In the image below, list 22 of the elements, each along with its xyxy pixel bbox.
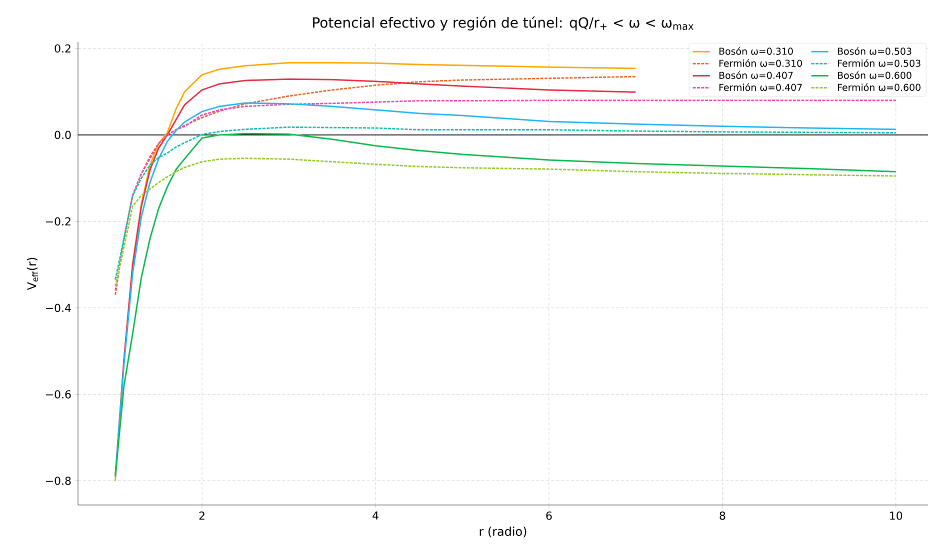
y-axis-title: V$_{eff}$(r) (26, 258, 38, 290)
legend-label: Bosón ω=0.503 (838, 47, 912, 55)
legend-label: Fermión ω=0.600 (838, 83, 920, 91)
legend-label: Bosón ω=0.407 (719, 71, 793, 79)
chart-title: Potencial efectivo y región de túnel: qQ/r$_{+}$ < ω < ω$_{max}$ (313, 16, 694, 31)
legend-label: Fermión ω=0.503 (838, 59, 920, 67)
x-tick-label: 4 (372, 512, 378, 520)
legend-label: Fermión ω=0.407 (719, 83, 802, 91)
legend-label: Fermión ω=0.310 (719, 59, 802, 67)
y-tick-label: 0.0 (54, 130, 71, 140)
x-tick-label: 2 (199, 512, 204, 520)
x-tick-label: 6 (546, 512, 552, 520)
y-tick-label: −0.4 (46, 304, 71, 312)
x-tick-label: 10 (890, 512, 902, 520)
legend-label: Bosón ω=0.600 (838, 71, 912, 79)
y-tick-label: −0.2 (46, 217, 70, 226)
y-tick-label: −0.6 (46, 390, 71, 398)
x-axis-title: r (radio) (480, 526, 526, 538)
x-tick-label: 8 (720, 512, 726, 520)
legend-label: Bosón ω=0.310 (719, 47, 793, 55)
y-tick-label: −0.8 (46, 476, 71, 485)
y-tick-label: 0.2 (54, 44, 70, 53)
